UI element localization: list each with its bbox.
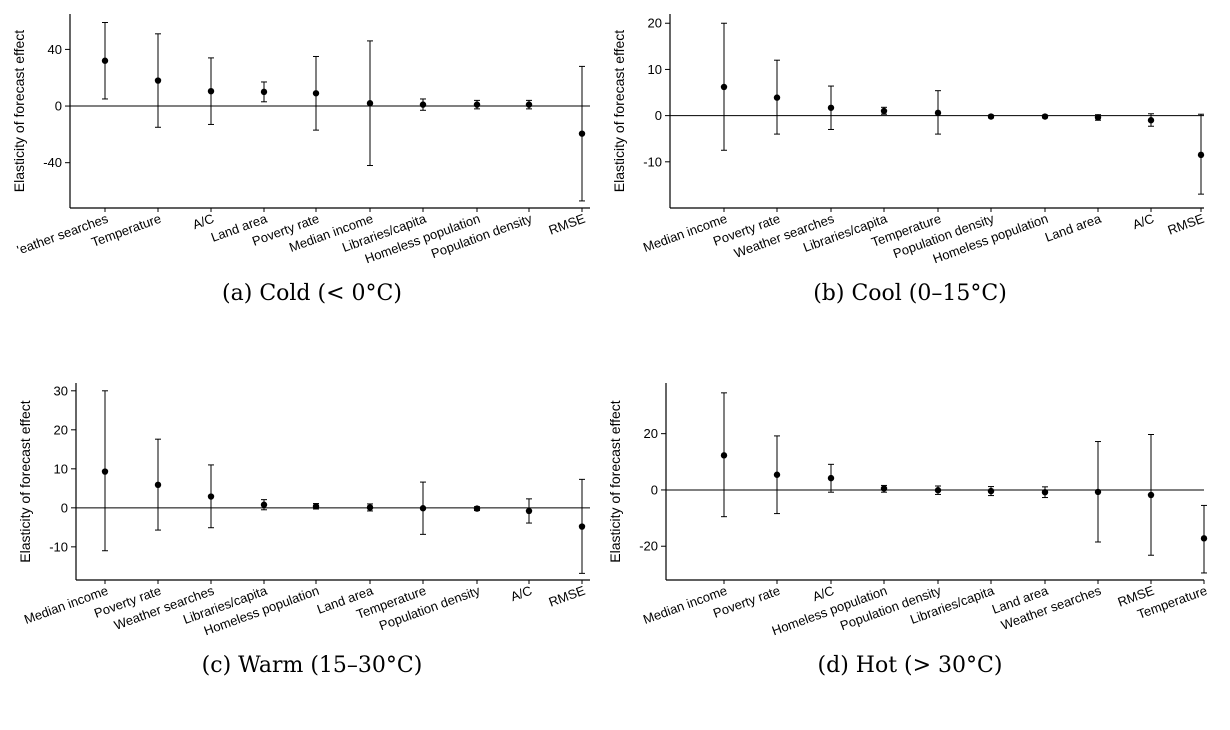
x-tick-label: A/C <box>811 583 836 605</box>
y-tick-label: 0 <box>655 108 662 123</box>
x-tick-label: RMSE <box>1166 211 1207 238</box>
data-point <box>1200 535 1208 542</box>
x-tick-label: RMSE <box>547 211 588 238</box>
data-point <box>987 487 995 495</box>
y-tick-label: 20 <box>644 426 658 441</box>
data-point <box>827 104 835 111</box>
data-point <box>260 501 268 508</box>
data-point <box>1094 488 1102 496</box>
y-tick-label: -10 <box>643 154 662 169</box>
y-axis-title: Elasticity of forecast effect <box>607 400 623 562</box>
data-point <box>312 90 320 97</box>
data-point <box>312 503 320 510</box>
y-tick-label: -40 <box>43 155 62 170</box>
data-point <box>1041 113 1049 120</box>
y-axis-title: Elasticity of forecast effect <box>611 30 627 192</box>
data-point <box>578 130 586 137</box>
data-point <box>773 471 781 478</box>
subfigure-caption: (c) Warm (15–30°C) <box>202 653 423 678</box>
y-tick-label: 10 <box>648 62 662 77</box>
x-tick-label: A/C <box>191 211 216 233</box>
data-point <box>473 101 481 108</box>
y-tick-label: 20 <box>54 422 68 437</box>
data-point <box>1147 491 1155 499</box>
y-tick-label: 0 <box>651 482 658 497</box>
data-point <box>720 452 728 459</box>
data-point <box>525 507 533 515</box>
data-point <box>154 481 162 489</box>
y-tick-label: 40 <box>48 42 62 57</box>
y-tick-label: 30 <box>54 383 68 398</box>
data-point <box>101 57 109 64</box>
data-point <box>260 88 268 96</box>
data-point <box>1094 114 1102 121</box>
data-point <box>880 107 888 115</box>
y-tick-label: -10 <box>49 539 68 554</box>
data-point <box>987 113 995 120</box>
y-tick-label: -20 <box>639 539 658 554</box>
data-point <box>419 505 427 512</box>
subfigure-caption: (b) Cool (0–15°C) <box>813 281 1007 306</box>
y-tick-label: 10 <box>54 461 68 476</box>
data-point <box>1197 151 1205 159</box>
y-tick-label: 0 <box>55 99 62 114</box>
x-tick-label: A/C <box>509 583 534 605</box>
data-point <box>578 523 586 530</box>
data-point <box>366 504 374 511</box>
data-point <box>773 94 781 101</box>
data-point <box>934 109 942 117</box>
x-tick-label: A/C <box>1131 211 1156 233</box>
data-point <box>473 505 481 512</box>
data-point <box>207 87 215 95</box>
data-point <box>419 101 427 108</box>
data-point <box>720 83 728 91</box>
data-point <box>154 77 162 84</box>
data-point <box>934 487 942 494</box>
y-tick-label: 20 <box>648 16 662 31</box>
data-point <box>1041 488 1049 496</box>
data-point <box>366 100 374 107</box>
data-point <box>525 101 533 108</box>
y-tick-label: 0 <box>61 500 68 515</box>
data-point <box>880 485 888 492</box>
data-point <box>1147 117 1155 124</box>
data-point <box>207 493 215 500</box>
data-point <box>101 468 109 475</box>
y-axis-title: Elasticity of forecast effect <box>17 400 33 562</box>
x-tick-label: RMSE <box>547 583 588 610</box>
subfigure-caption: (a) Cold (< 0°C) <box>222 281 402 306</box>
data-point <box>827 474 835 482</box>
subfigure-caption: (d) Hot (> 30°C) <box>818 653 1003 678</box>
y-axis-title: Elasticity of forecast effect <box>11 30 27 192</box>
x-tick-label: Land area <box>1043 210 1104 244</box>
